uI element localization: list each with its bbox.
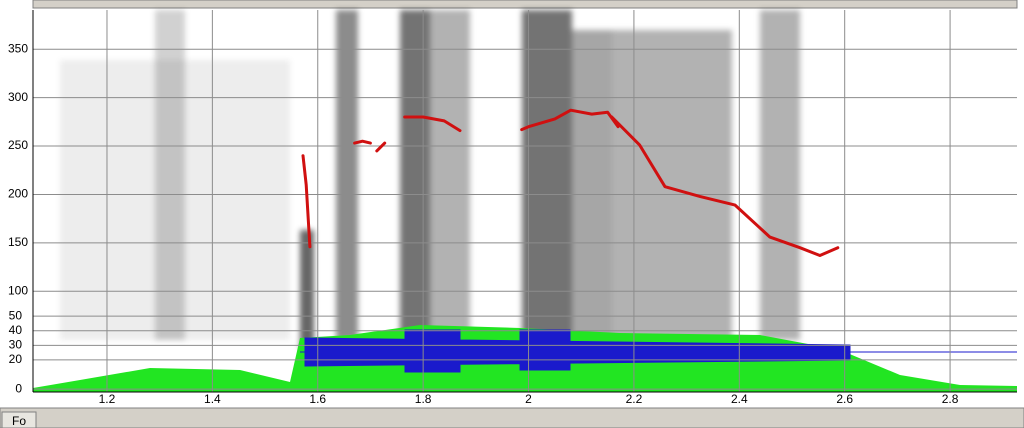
x-tick-label: 1.8 bbox=[415, 392, 432, 406]
y-tick-label: 300 bbox=[8, 90, 28, 104]
y2-tick-label: 0 bbox=[15, 381, 22, 395]
x-tick-label: 1.6 bbox=[309, 392, 326, 406]
y2-tick-label: 50 bbox=[9, 308, 23, 322]
toolbar-button-label: Fo bbox=[12, 414, 26, 428]
y-tick-label: 100 bbox=[8, 283, 28, 297]
y2-tick-label: 20 bbox=[9, 352, 23, 366]
y-tick-label: 200 bbox=[8, 187, 28, 201]
y-tick-label: 250 bbox=[8, 138, 28, 152]
y-tick-label: 150 bbox=[8, 235, 28, 249]
y2-tick-label: 40 bbox=[9, 323, 23, 337]
x-tick-label: 2.4 bbox=[731, 392, 748, 406]
x-tick-label: 2.8 bbox=[942, 392, 959, 406]
y-tick-label: 350 bbox=[8, 41, 28, 55]
x-tick-label: 1.2 bbox=[99, 392, 116, 406]
y2-tick-label: 30 bbox=[9, 338, 23, 352]
toolbar bbox=[0, 407, 1024, 428]
toolbar-button[interactable] bbox=[1, 411, 37, 428]
x-tick-label: 2.6 bbox=[836, 392, 853, 406]
spectrogram-texture bbox=[60, 10, 800, 350]
top-scrollbar[interactable] bbox=[32, 0, 1018, 9]
x-tick-label: 1.4 bbox=[204, 392, 221, 406]
x-tick-label: 2 bbox=[525, 392, 532, 406]
pitch-track bbox=[301, 108, 840, 257]
x-tick-label: 2.2 bbox=[626, 392, 643, 406]
